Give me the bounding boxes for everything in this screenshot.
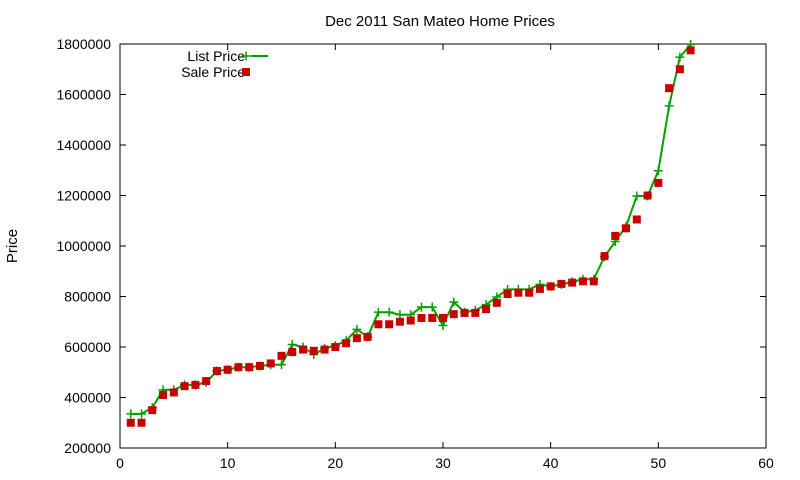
y-tick-label: 200000 xyxy=(64,440,111,456)
sale-price-point xyxy=(374,320,383,329)
sale-price-point xyxy=(546,282,555,291)
list-price-point xyxy=(416,302,426,312)
sale-price-point xyxy=(568,278,577,287)
sale-price-point xyxy=(611,231,620,240)
list-price-point xyxy=(126,409,136,419)
sale-price-point xyxy=(159,390,168,399)
legend-label: Sale Price xyxy=(181,64,245,80)
sale-price-point xyxy=(148,406,157,415)
sale-price-point xyxy=(525,288,534,297)
sale-price-point xyxy=(675,65,684,74)
sale-price-point xyxy=(622,224,631,233)
list-price-point xyxy=(352,324,362,334)
x-tick-label: 30 xyxy=(435,455,451,471)
sale-price-point xyxy=(320,345,329,354)
sale-price-point xyxy=(428,313,437,322)
legend-swatch-sale-price xyxy=(242,68,250,76)
sale-price-point xyxy=(492,298,501,307)
sale-price-point xyxy=(212,366,221,375)
sale-price-point xyxy=(514,288,523,297)
sale-price-point xyxy=(535,284,544,293)
x-tick-label: 40 xyxy=(543,455,559,471)
list-price-point xyxy=(632,191,642,201)
sale-price-point xyxy=(169,388,178,397)
sale-price-point xyxy=(288,348,297,357)
sale-price-point xyxy=(126,418,135,427)
y-tick-label: 1200000 xyxy=(56,188,111,204)
sale-price-point xyxy=(406,316,415,325)
y-axis-label: Price xyxy=(4,229,21,263)
x-tick-label: 0 xyxy=(116,455,124,471)
x-tick-label: 60 xyxy=(758,455,774,471)
list-price-point xyxy=(137,409,147,419)
sale-price-point xyxy=(632,215,641,224)
x-tick-label: 20 xyxy=(328,455,344,471)
sale-price-point xyxy=(266,359,275,368)
sale-price-point xyxy=(417,313,426,322)
x-tick-label: 50 xyxy=(651,455,667,471)
sale-price-point xyxy=(385,320,394,329)
sale-price-point xyxy=(449,310,458,319)
sale-price-point xyxy=(654,178,663,187)
sale-price-point xyxy=(503,289,512,298)
series-layer xyxy=(126,40,696,427)
list-price-point xyxy=(384,307,394,317)
list-price-point xyxy=(277,360,286,370)
sale-price-point xyxy=(589,277,598,286)
y-tick-label: 1000000 xyxy=(56,238,111,254)
sale-price-point xyxy=(202,377,211,386)
sale-price-point xyxy=(342,339,351,348)
sale-price-point xyxy=(471,308,480,317)
sale-price-point xyxy=(331,343,340,351)
sale-price-point xyxy=(578,277,587,286)
chart-title: Dec 2011 San Mateo Home Prices xyxy=(325,13,555,30)
list-price-point xyxy=(427,302,437,312)
sale-price-point xyxy=(439,313,447,322)
sale-price-point xyxy=(557,279,566,288)
sale-price-point xyxy=(277,351,286,360)
sale-price-point xyxy=(299,345,308,354)
sale-price-point xyxy=(223,365,232,374)
list-price-point xyxy=(653,166,663,176)
y-tick-label: 400000 xyxy=(64,390,111,406)
sale-price-point xyxy=(600,252,609,261)
y-tick-label: 1600000 xyxy=(56,87,111,103)
axis-tick-labels: 0 10 20 30 40 50 60 200000 400000 600000 800000 100… xyxy=(56,36,774,471)
sale-price-point xyxy=(643,191,652,200)
sale-price-point xyxy=(395,317,404,326)
sale-price-point xyxy=(363,332,372,341)
series-list-price xyxy=(126,40,696,419)
series-sale-price xyxy=(126,46,695,427)
list-price-point xyxy=(395,310,405,320)
axis-ticks xyxy=(119,43,767,449)
list-price-point xyxy=(373,307,383,317)
list-price-point xyxy=(675,52,685,62)
sale-price-point xyxy=(665,84,674,93)
y-tick-label: 1800000 xyxy=(56,36,111,52)
list-price-point xyxy=(287,339,297,349)
y-tick-label: 800000 xyxy=(64,289,111,305)
sale-price-point xyxy=(234,363,243,372)
y-tick-label: 1400000 xyxy=(56,137,111,153)
list-price-point xyxy=(449,297,459,307)
x-tick-label: 10 xyxy=(220,455,236,471)
sale-price-point xyxy=(352,334,361,343)
sale-price-point xyxy=(245,363,254,372)
sale-price-point xyxy=(482,305,491,314)
sale-price-point xyxy=(137,418,146,427)
sale-price-point xyxy=(686,46,695,55)
list-price-point xyxy=(438,321,448,331)
y-tick-label: 600000 xyxy=(64,339,111,355)
sale-price-point xyxy=(191,380,200,389)
sale-price-point xyxy=(460,308,469,317)
legend-label: List Price xyxy=(187,48,245,64)
sale-price-point xyxy=(309,346,318,355)
sale-price-point xyxy=(180,382,189,391)
legend-plus xyxy=(241,51,251,61)
list-price-point xyxy=(664,101,674,111)
sale-price-point xyxy=(255,361,264,370)
list-price-line xyxy=(130,43,692,415)
